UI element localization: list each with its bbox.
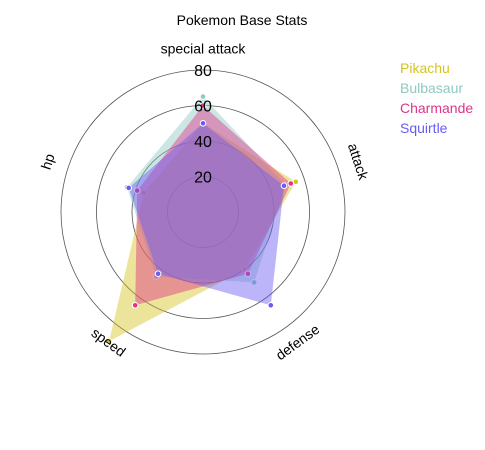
axis-label: hp	[38, 151, 58, 171]
data-point	[199, 93, 207, 100]
data-point	[250, 279, 258, 286]
legend-entry: Bulbasaur	[400, 80, 463, 96]
data-point	[241, 266, 248, 273]
data-point	[244, 270, 252, 278]
legend-entry: Charmande	[400, 100, 473, 116]
tick-label: 80	[194, 63, 212, 80]
series-layer	[105, 93, 300, 345]
chart-title: Pokemon Base Stats	[177, 12, 308, 28]
data-point	[125, 184, 132, 192]
grid-ring-20	[167, 176, 239, 248]
axis-label: attack	[345, 141, 372, 182]
series-area	[135, 105, 291, 306]
data-point	[131, 302, 139, 309]
series-3	[125, 120, 288, 309]
axis-label: defense	[273, 321, 323, 363]
data-point	[105, 337, 113, 345]
tick-label: 60	[194, 99, 212, 116]
series-area	[127, 96, 286, 283]
tick-label: 20	[194, 170, 212, 187]
legend: Pikachu Bulbasaur Charmande Squirtle	[400, 60, 473, 136]
series-0	[105, 120, 300, 345]
tick-label: 40	[194, 134, 212, 151]
grid-rings	[60, 69, 346, 355]
data-point	[154, 270, 162, 278]
series-area	[128, 123, 284, 306]
data-point	[267, 302, 275, 309]
data-point	[280, 182, 288, 189]
data-point	[140, 189, 148, 197]
legend-entry: Squirtle	[400, 120, 448, 136]
axis-label: special attack	[161, 41, 247, 57]
legend-entry: Pikachu	[400, 60, 450, 76]
data-point	[199, 102, 207, 109]
grid-ring-40	[131, 140, 275, 284]
series-2	[131, 102, 295, 309]
data-point	[133, 187, 141, 194]
grid-ring-80	[60, 69, 346, 355]
series-area	[109, 123, 296, 342]
data-point	[199, 120, 207, 127]
data-point	[287, 180, 295, 187]
radial-tick-labels: 20 40 60 80	[194, 63, 212, 187]
